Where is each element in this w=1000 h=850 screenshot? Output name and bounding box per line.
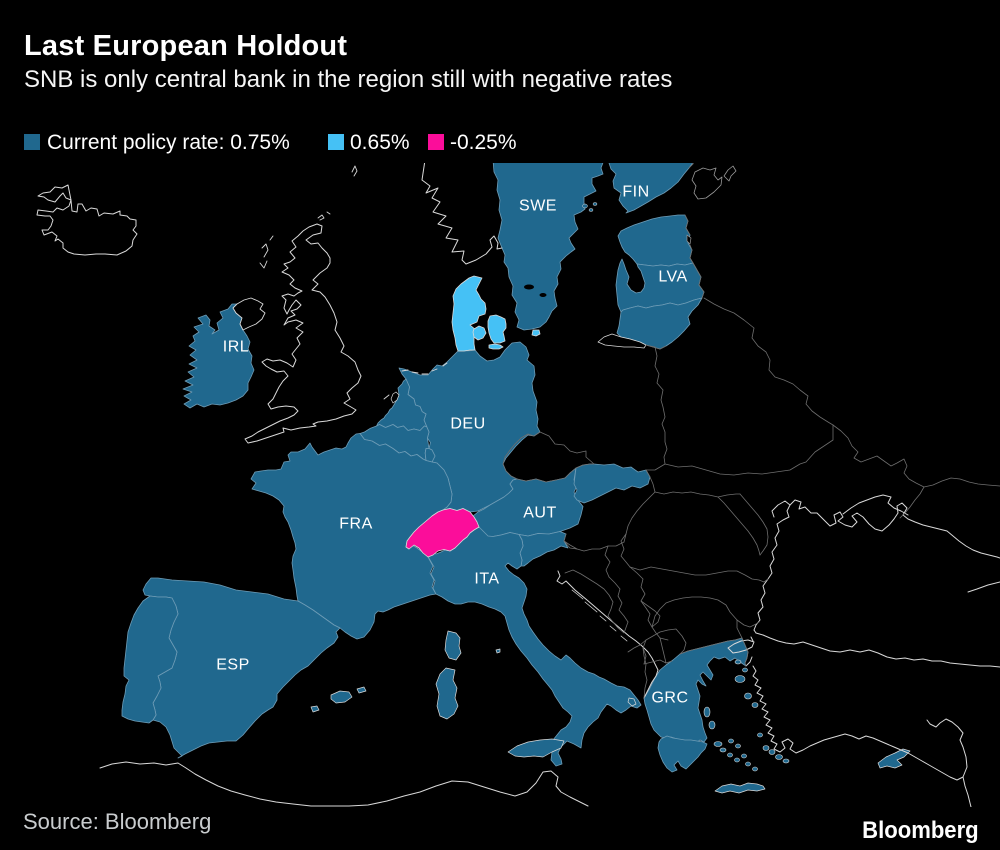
svg-text:AUT: AUT bbox=[523, 505, 557, 522]
svg-text:FIN: FIN bbox=[622, 184, 649, 201]
svg-text:SWE: SWE bbox=[519, 198, 557, 215]
svg-text:IRL: IRL bbox=[223, 339, 249, 356]
svg-text:DEU: DEU bbox=[450, 416, 485, 433]
svg-text:FRA: FRA bbox=[339, 516, 373, 533]
svg-text:GRC: GRC bbox=[651, 690, 688, 707]
svg-text:LVA: LVA bbox=[658, 269, 687, 286]
svg-text:ITA: ITA bbox=[474, 571, 499, 588]
svg-text:ESP: ESP bbox=[216, 657, 250, 674]
